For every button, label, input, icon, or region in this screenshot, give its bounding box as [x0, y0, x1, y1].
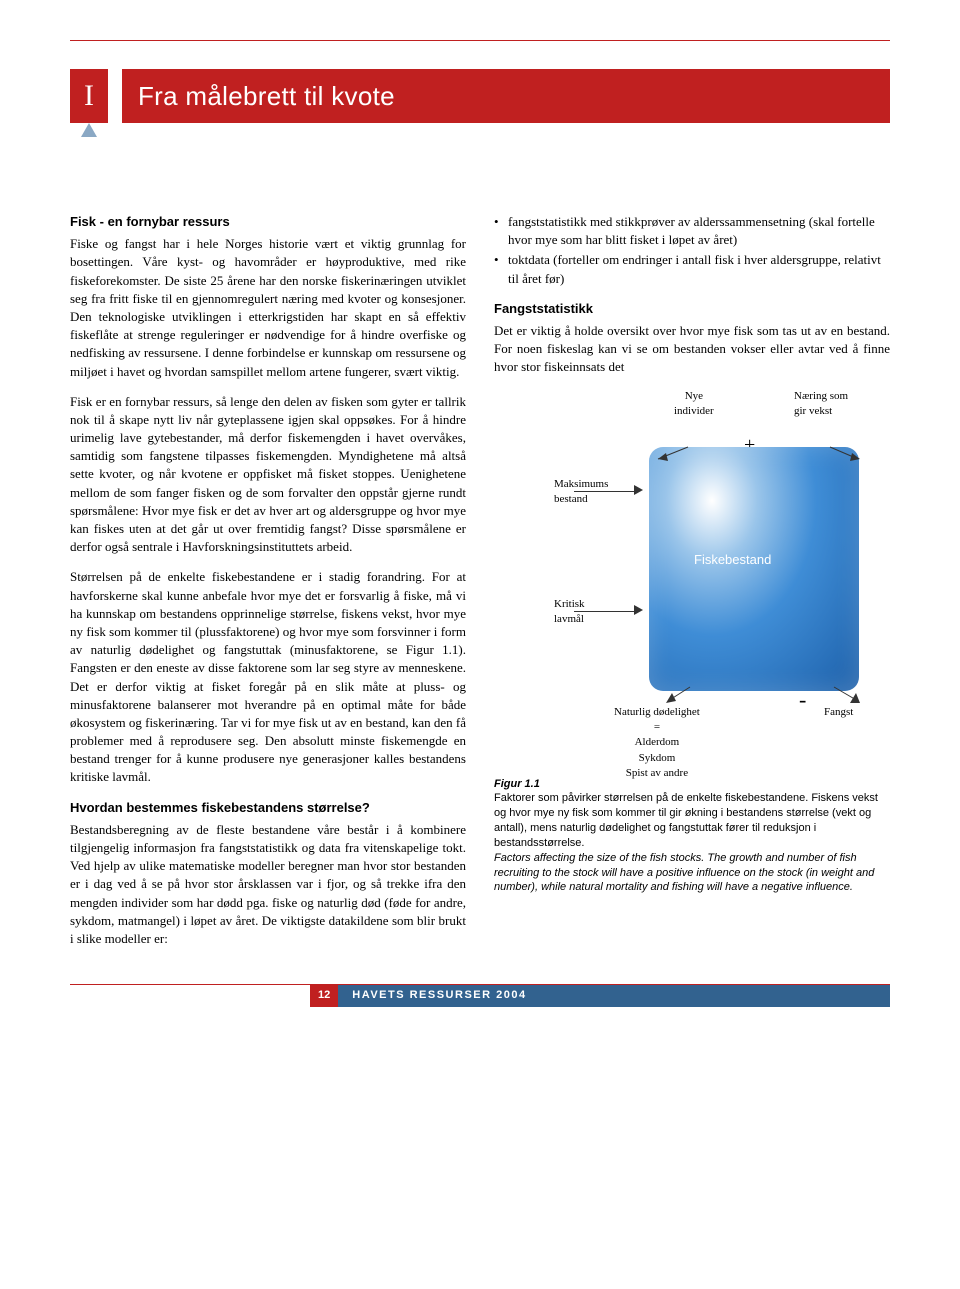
label-naturlig-dod: Naturlig dødelighet = Alderdom Sykdom Sp… [614, 705, 700, 782]
caption-english: Factors affecting the size of the fish s… [494, 852, 874, 894]
bullet-1: fangststatistikk med stikkprøver av alde… [494, 213, 890, 249]
heading-fangststatistikk: Fangststatistikk [494, 300, 890, 318]
arrow-kritisk-icon [574, 605, 643, 620]
para-3: Størrelsen på de enkelte fiskebestandene… [70, 568, 466, 786]
arrow-maks-icon [574, 485, 643, 500]
chapter-marker: I [70, 69, 108, 123]
heading-hvordan: Hvordan bestemmes fiskebestandens større… [70, 799, 466, 817]
heading-fisk-ressurs: Fisk - en fornybar ressurs [70, 213, 466, 231]
label-fangst: Fangst [824, 705, 853, 720]
caption-norwegian: Faktorer som påvirker størrelsen på de e… [494, 792, 878, 849]
label-naering: Næring som gir vekst [794, 389, 848, 420]
chapter-title: Fra målebrett til kvote [122, 69, 890, 123]
chapter-roman: I [84, 75, 94, 117]
figure-caption: Figur 1.1 Faktorer som påvirker størrels… [494, 777, 890, 896]
arrow-in-nye-icon [630, 445, 690, 468]
right-column: fangststatistikk med stikkprøver av alde… [494, 213, 890, 948]
label-fiskebestand: Fiskebestand [694, 551, 771, 569]
bullet-list: fangststatistikk med stikkprøver av alde… [494, 213, 890, 288]
page-number: 12 [310, 985, 338, 1006]
para-2: Fisk er en fornybar ressurs, så lenge de… [70, 393, 466, 557]
top-rule [70, 40, 890, 41]
minus-icon: - [799, 685, 806, 716]
figure-diagram: Nye individer Næring som gir vekst + Mak… [494, 389, 890, 769]
para-1: Fiske og fangst har i hele Norges histor… [70, 235, 466, 381]
figure-1-1: Nye individer Næring som gir vekst + Mak… [494, 389, 890, 896]
two-column-layout: Fisk - en fornybar ressurs Fiske og fang… [70, 213, 890, 948]
page-footer: 12 HAVETS RESSURSER 2004 [70, 984, 890, 1006]
left-column: Fisk - en fornybar ressurs Fiske og fang… [70, 213, 466, 948]
para-5: Det er viktig å holde oversikt over hvor… [494, 322, 890, 377]
arrow-in-naering-icon [828, 445, 888, 468]
chapter-triangle-icon [81, 123, 97, 137]
bullet-2: toktdata (forteller om endringer i antal… [494, 251, 890, 287]
label-nye-individer: Nye individer [674, 389, 714, 420]
para-4: Bestandsberegning av de fleste bestanden… [70, 821, 466, 948]
publication-bar: HAVETS RESSURSER 2004 [338, 985, 890, 1006]
chapter-header: I Fra målebrett til kvote [70, 69, 890, 123]
